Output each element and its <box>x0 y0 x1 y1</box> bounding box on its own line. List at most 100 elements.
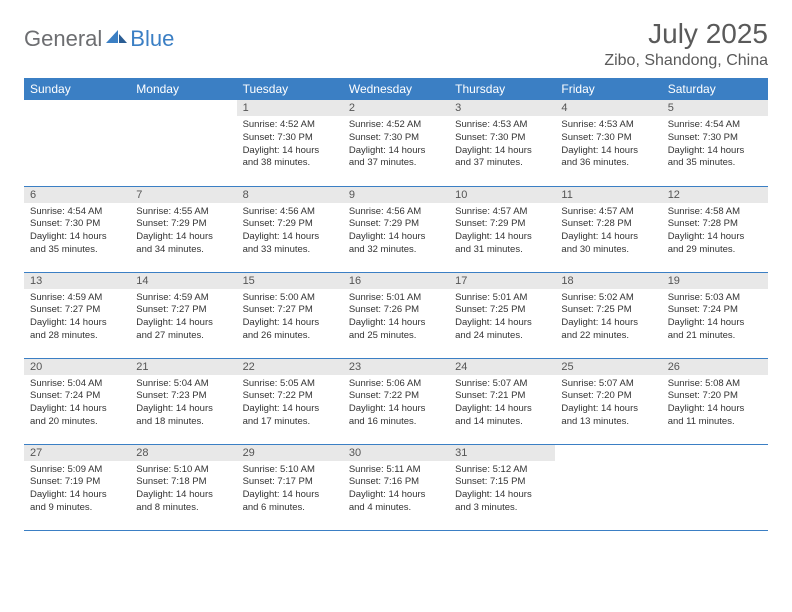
calendar-day-cell: 7Sunrise: 4:55 AMSunset: 7:29 PMDaylight… <box>130 186 236 272</box>
day-number: 5 <box>662 100 768 116</box>
sunset-text: Sunset: 7:29 PM <box>349 218 443 231</box>
daylight-text: Daylight: 14 hours and 17 minutes. <box>243 403 337 429</box>
day-content: Sunrise: 4:52 AMSunset: 7:30 PMDaylight:… <box>237 116 343 174</box>
day-number: 31 <box>449 445 555 461</box>
day-content: Sunrise: 5:01 AMSunset: 7:26 PMDaylight:… <box>343 289 449 347</box>
daylight-text: Daylight: 14 hours and 26 minutes. <box>243 317 337 343</box>
weekday-header: Saturday <box>662 78 768 100</box>
day-content: Sunrise: 4:55 AMSunset: 7:29 PMDaylight:… <box>130 203 236 261</box>
title-block: July 2025 Zibo, Shandong, China <box>604 18 768 70</box>
day-number: 13 <box>24 273 130 289</box>
weekday-header: Wednesday <box>343 78 449 100</box>
sunset-text: Sunset: 7:28 PM <box>561 218 655 231</box>
sunset-text: Sunset: 7:25 PM <box>561 304 655 317</box>
sunset-text: Sunset: 7:28 PM <box>668 218 762 231</box>
calendar-day-cell: 6Sunrise: 4:54 AMSunset: 7:30 PMDaylight… <box>24 186 130 272</box>
daylight-text: Daylight: 14 hours and 14 minutes. <box>455 403 549 429</box>
location-label: Zibo, Shandong, China <box>604 52 768 70</box>
calendar-day-cell: .. <box>662 444 768 530</box>
logo-text-general: General <box>24 26 102 52</box>
daylight-text: Daylight: 14 hours and 21 minutes. <box>668 317 762 343</box>
daylight-text: Daylight: 14 hours and 29 minutes. <box>668 231 762 257</box>
daylight-text: Daylight: 14 hours and 35 minutes. <box>668 145 762 171</box>
day-number: 2 <box>343 100 449 116</box>
day-content: Sunrise: 5:11 AMSunset: 7:16 PMDaylight:… <box>343 461 449 519</box>
weekday-header: Monday <box>130 78 236 100</box>
daylight-text: Daylight: 14 hours and 30 minutes. <box>561 231 655 257</box>
calendar-week-row: 27Sunrise: 5:09 AMSunset: 7:19 PMDayligh… <box>24 444 768 530</box>
daylight-text: Daylight: 14 hours and 9 minutes. <box>30 489 124 515</box>
calendar-day-cell: 4Sunrise: 4:53 AMSunset: 7:30 PMDaylight… <box>555 100 661 186</box>
day-content: Sunrise: 4:58 AMSunset: 7:28 PMDaylight:… <box>662 203 768 261</box>
daylight-text: Daylight: 14 hours and 27 minutes. <box>136 317 230 343</box>
sunrise-text: Sunrise: 4:54 AM <box>668 119 762 132</box>
sunset-text: Sunset: 7:21 PM <box>455 390 549 403</box>
sunset-text: Sunset: 7:29 PM <box>136 218 230 231</box>
calendar-day-cell: 1Sunrise: 4:52 AMSunset: 7:30 PMDaylight… <box>237 100 343 186</box>
sunrise-text: Sunrise: 5:11 AM <box>349 464 443 477</box>
calendar-day-cell: 2Sunrise: 4:52 AMSunset: 7:30 PMDaylight… <box>343 100 449 186</box>
sunset-text: Sunset: 7:27 PM <box>243 304 337 317</box>
calendar-week-row: 13Sunrise: 4:59 AMSunset: 7:27 PMDayligh… <box>24 272 768 358</box>
calendar-day-cell: 27Sunrise: 5:09 AMSunset: 7:19 PMDayligh… <box>24 444 130 530</box>
daylight-text: Daylight: 14 hours and 36 minutes. <box>561 145 655 171</box>
calendar-day-cell: 24Sunrise: 5:07 AMSunset: 7:21 PMDayligh… <box>449 358 555 444</box>
daylight-text: Daylight: 14 hours and 37 minutes. <box>455 145 549 171</box>
sunset-text: Sunset: 7:17 PM <box>243 476 337 489</box>
logo-sail-icon <box>106 28 128 51</box>
day-number: 27 <box>24 445 130 461</box>
calendar-day-cell: 9Sunrise: 4:56 AMSunset: 7:29 PMDaylight… <box>343 186 449 272</box>
sunrise-text: Sunrise: 4:55 AM <box>136 206 230 219</box>
day-content: Sunrise: 5:09 AMSunset: 7:19 PMDaylight:… <box>24 461 130 519</box>
calendar-day-cell: 11Sunrise: 4:57 AMSunset: 7:28 PMDayligh… <box>555 186 661 272</box>
sunset-text: Sunset: 7:27 PM <box>136 304 230 317</box>
day-number: 26 <box>662 359 768 375</box>
sunrise-text: Sunrise: 5:08 AM <box>668 378 762 391</box>
page-title: July 2025 <box>604 18 768 50</box>
calendar-day-cell: .. <box>130 100 236 186</box>
day-number: 9 <box>343 187 449 203</box>
sunset-text: Sunset: 7:24 PM <box>668 304 762 317</box>
daylight-text: Daylight: 14 hours and 20 minutes. <box>30 403 124 429</box>
daylight-text: Daylight: 14 hours and 34 minutes. <box>136 231 230 257</box>
sunrise-text: Sunrise: 5:03 AM <box>668 292 762 305</box>
sunrise-text: Sunrise: 5:06 AM <box>349 378 443 391</box>
sunset-text: Sunset: 7:16 PM <box>349 476 443 489</box>
daylight-text: Daylight: 14 hours and 25 minutes. <box>349 317 443 343</box>
calendar-day-cell: 12Sunrise: 4:58 AMSunset: 7:28 PMDayligh… <box>662 186 768 272</box>
calendar-day-cell: 18Sunrise: 5:02 AMSunset: 7:25 PMDayligh… <box>555 272 661 358</box>
day-number: 6 <box>24 187 130 203</box>
day-content: Sunrise: 4:54 AMSunset: 7:30 PMDaylight:… <box>662 116 768 174</box>
day-number: 19 <box>662 273 768 289</box>
sunrise-text: Sunrise: 4:59 AM <box>30 292 124 305</box>
calendar-table: Sunday Monday Tuesday Wednesday Thursday… <box>24 78 768 531</box>
sunset-text: Sunset: 7:20 PM <box>668 390 762 403</box>
sunrise-text: Sunrise: 5:10 AM <box>136 464 230 477</box>
day-content: Sunrise: 5:04 AMSunset: 7:24 PMDaylight:… <box>24 375 130 433</box>
day-content: Sunrise: 5:00 AMSunset: 7:27 PMDaylight:… <box>237 289 343 347</box>
daylight-text: Daylight: 14 hours and 18 minutes. <box>136 403 230 429</box>
calendar-day-cell: 22Sunrise: 5:05 AMSunset: 7:22 PMDayligh… <box>237 358 343 444</box>
sunset-text: Sunset: 7:30 PM <box>561 132 655 145</box>
calendar-day-cell: 30Sunrise: 5:11 AMSunset: 7:16 PMDayligh… <box>343 444 449 530</box>
day-content: Sunrise: 5:02 AMSunset: 7:25 PMDaylight:… <box>555 289 661 347</box>
day-number: 22 <box>237 359 343 375</box>
day-content: Sunrise: 4:53 AMSunset: 7:30 PMDaylight:… <box>449 116 555 174</box>
sunset-text: Sunset: 7:23 PM <box>136 390 230 403</box>
calendar-day-cell: 17Sunrise: 5:01 AMSunset: 7:25 PMDayligh… <box>449 272 555 358</box>
sunrise-text: Sunrise: 4:56 AM <box>243 206 337 219</box>
calendar-day-cell: 16Sunrise: 5:01 AMSunset: 7:26 PMDayligh… <box>343 272 449 358</box>
calendar-day-cell: 5Sunrise: 4:54 AMSunset: 7:30 PMDaylight… <box>662 100 768 186</box>
daylight-text: Daylight: 14 hours and 8 minutes. <box>136 489 230 515</box>
day-content: Sunrise: 4:59 AMSunset: 7:27 PMDaylight:… <box>130 289 236 347</box>
sunrise-text: Sunrise: 5:09 AM <box>30 464 124 477</box>
sunset-text: Sunset: 7:29 PM <box>243 218 337 231</box>
weekday-header: Thursday <box>449 78 555 100</box>
day-content: Sunrise: 5:08 AMSunset: 7:20 PMDaylight:… <box>662 375 768 433</box>
sunset-text: Sunset: 7:25 PM <box>455 304 549 317</box>
calendar-day-cell: 20Sunrise: 5:04 AMSunset: 7:24 PMDayligh… <box>24 358 130 444</box>
daylight-text: Daylight: 14 hours and 16 minutes. <box>349 403 443 429</box>
calendar-day-cell: 31Sunrise: 5:12 AMSunset: 7:15 PMDayligh… <box>449 444 555 530</box>
sunset-text: Sunset: 7:30 PM <box>30 218 124 231</box>
day-content: Sunrise: 5:10 AMSunset: 7:18 PMDaylight:… <box>130 461 236 519</box>
